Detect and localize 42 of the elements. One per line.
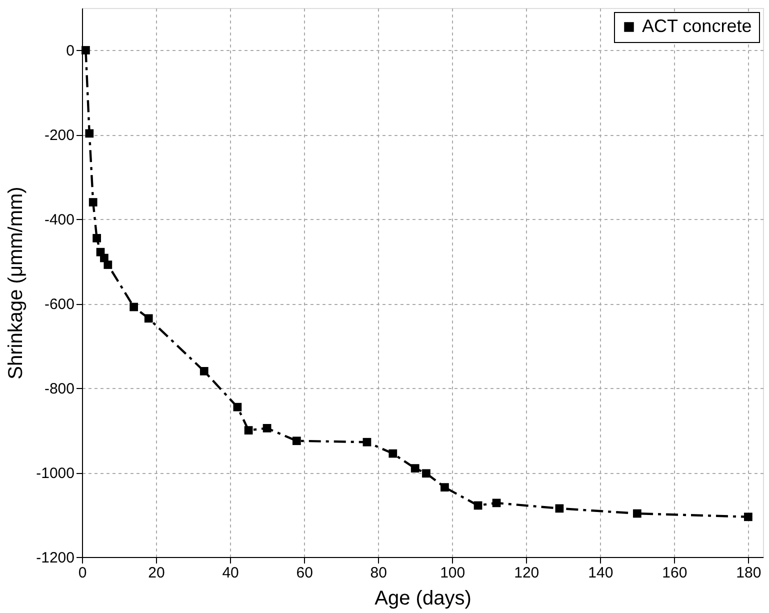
point <box>262 424 272 432</box>
point <box>144 314 153 323</box>
point <box>555 504 564 513</box>
x-tick-label: 180 <box>736 564 762 582</box>
y-tick-label: -1200 <box>36 550 74 566</box>
y-tick-label: 0 <box>66 42 74 60</box>
point <box>244 426 253 434</box>
point <box>422 469 430 478</box>
point <box>362 438 372 446</box>
y-tick-label: -1000 <box>36 465 74 482</box>
x-axis-title: Age (days) <box>374 588 472 610</box>
point <box>492 498 501 508</box>
point <box>200 367 208 376</box>
y-tick-label: -200 <box>44 127 74 144</box>
point <box>130 302 138 312</box>
point <box>410 464 420 472</box>
point <box>82 46 90 54</box>
point <box>92 234 101 242</box>
x-tick-label: 140 <box>588 564 614 582</box>
x-tick-label: 120 <box>514 564 540 582</box>
point <box>632 509 642 518</box>
x-tick-label: 20 <box>148 564 165 582</box>
y-tick-label: -400 <box>44 212 74 229</box>
x-tick-label: 40 <box>222 564 239 582</box>
point <box>744 512 752 522</box>
point <box>292 436 301 446</box>
y-tick-label: -800 <box>44 380 74 398</box>
x-tick-label: 100 <box>440 564 466 582</box>
x-tick-label: 0 <box>78 564 87 582</box>
point <box>474 501 482 510</box>
legend-label: ACT concrete <box>642 16 752 36</box>
x-tick-label: 160 <box>662 564 688 582</box>
y-tick-label: -600 <box>44 296 74 314</box>
point <box>85 129 94 138</box>
x-tick-label: 60 <box>296 564 313 582</box>
point <box>88 198 98 206</box>
point <box>440 483 449 492</box>
point <box>104 260 112 269</box>
x-tick-label: 80 <box>370 564 387 582</box>
point <box>233 402 242 412</box>
point <box>388 449 398 458</box>
y-axis-title: Shrinkage (μmm/mm) <box>5 186 28 380</box>
